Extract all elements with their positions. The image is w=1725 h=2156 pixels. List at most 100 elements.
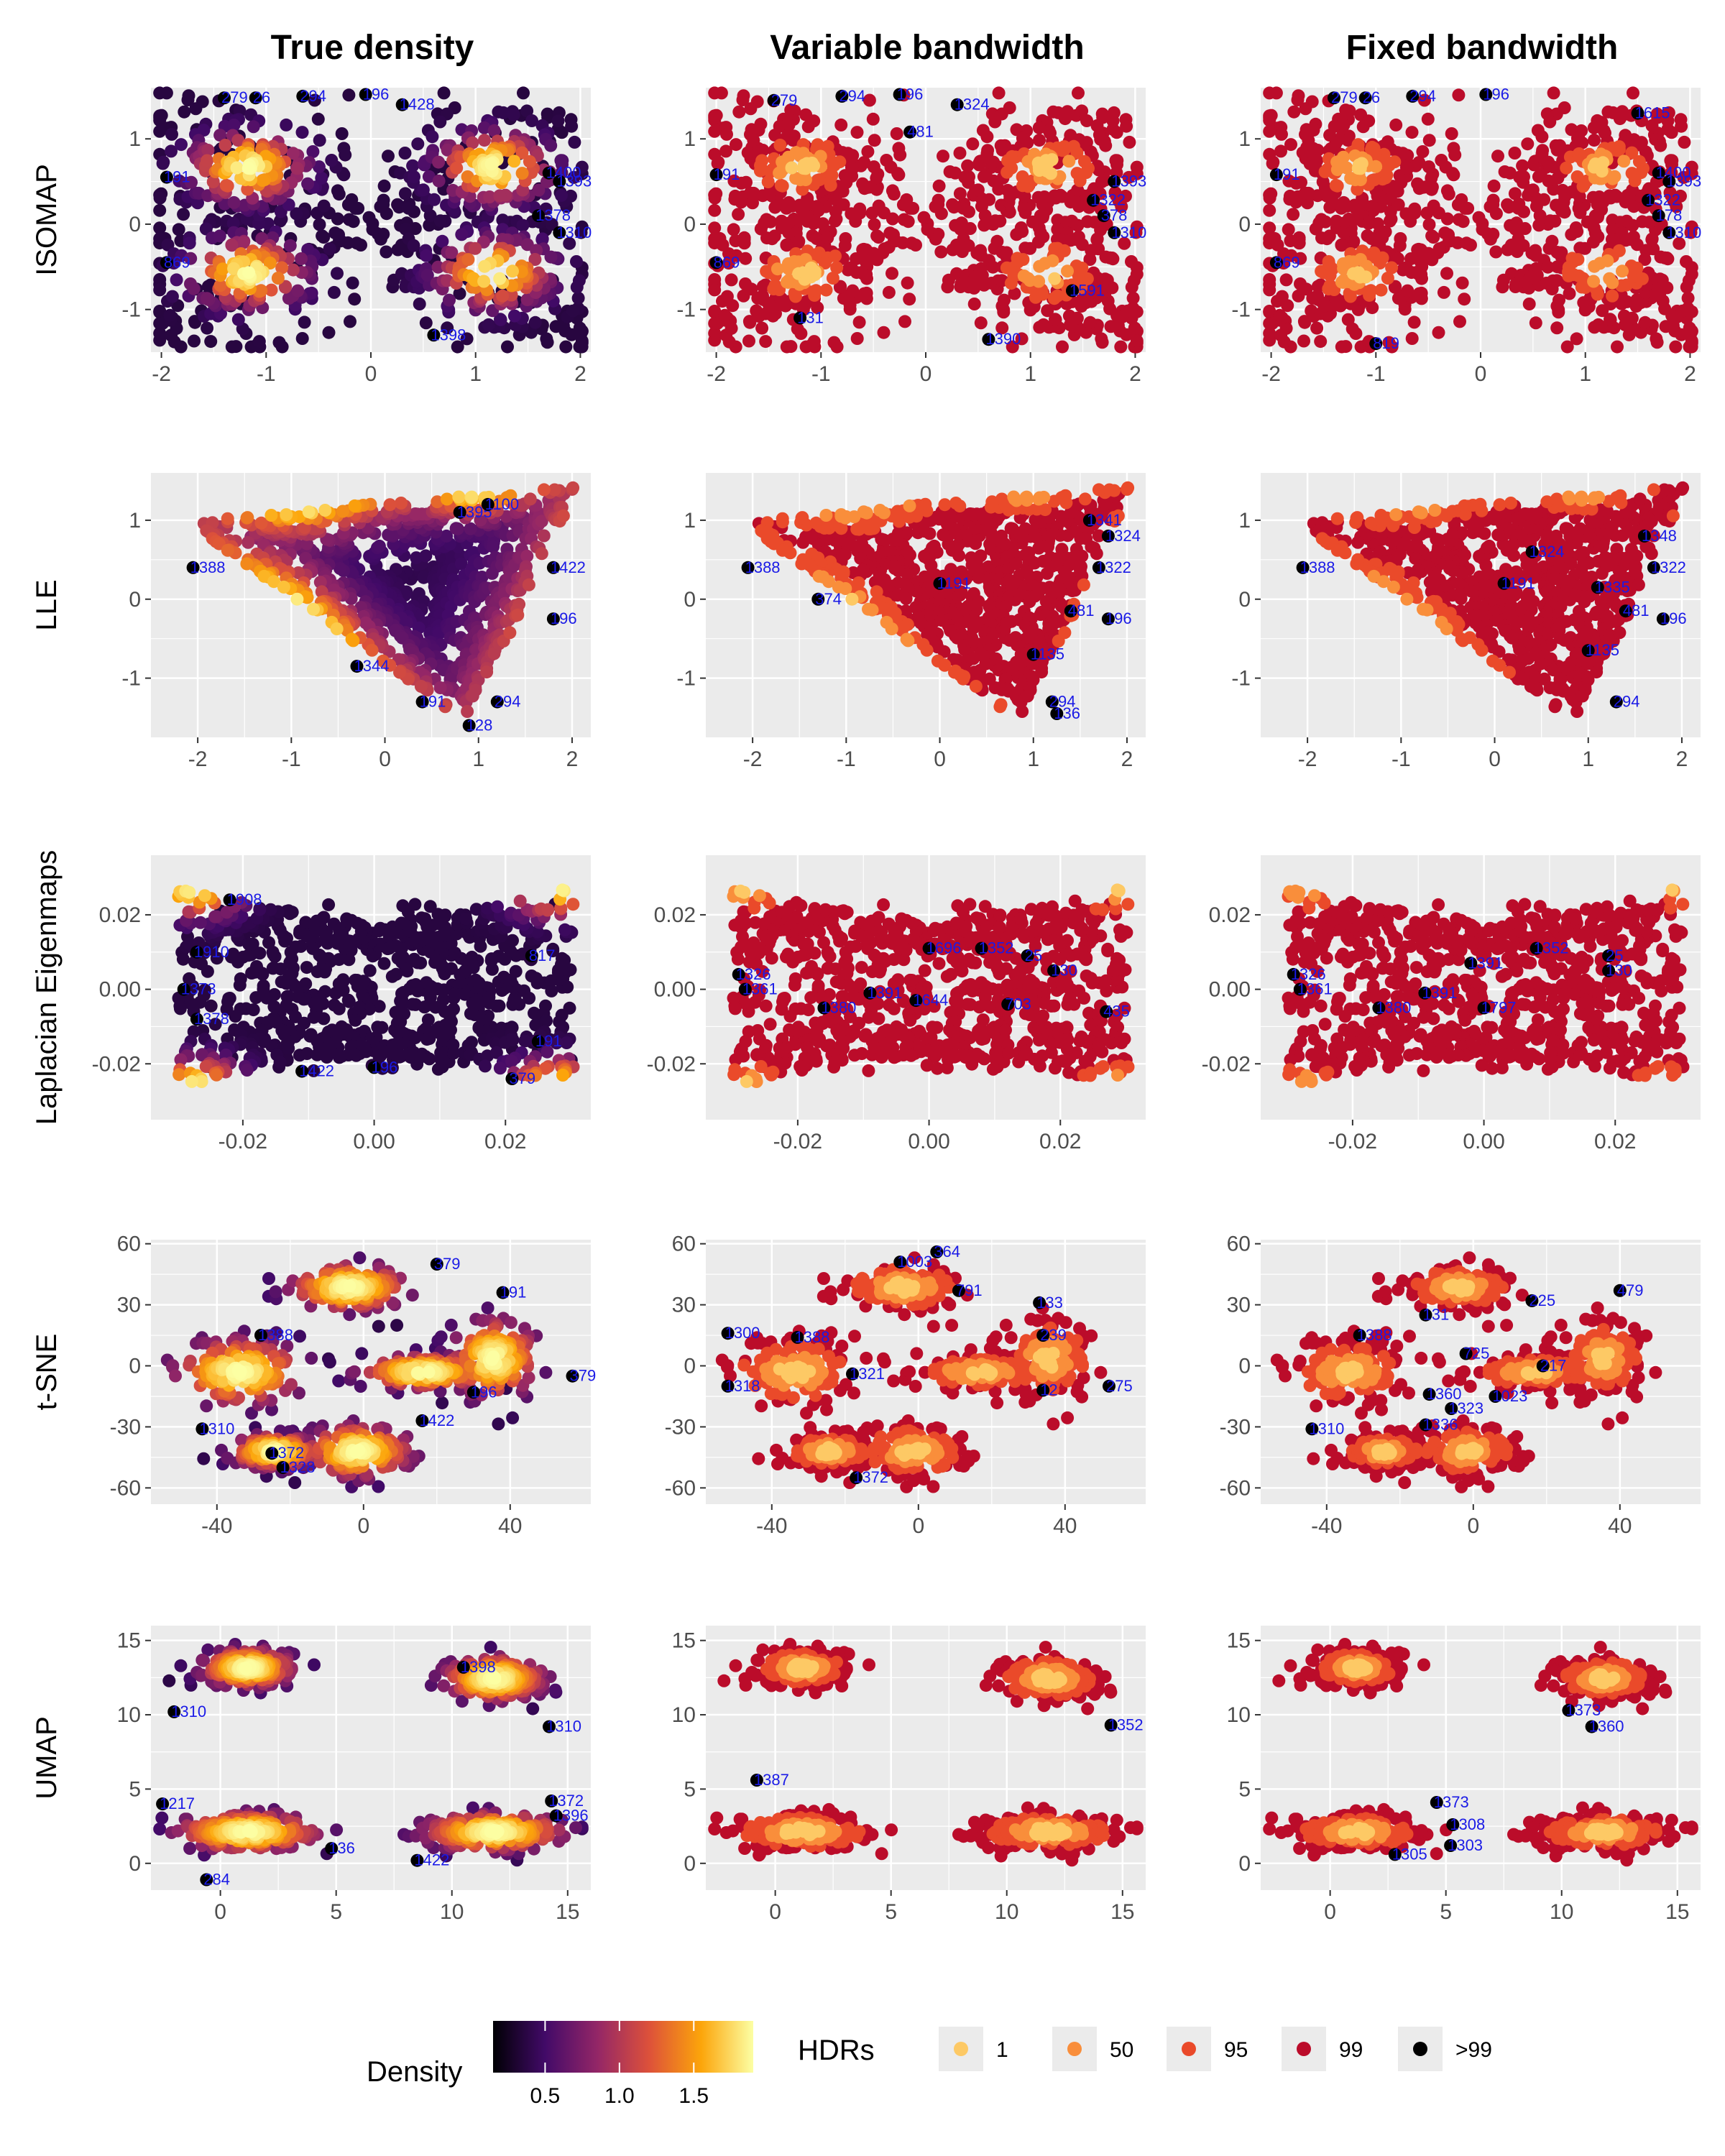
data-point — [365, 643, 379, 657]
data-point — [311, 112, 325, 126]
data-point — [178, 105, 191, 119]
data-point — [286, 263, 300, 277]
data-point — [1263, 86, 1276, 100]
data-point — [1337, 195, 1351, 209]
data-point — [1275, 290, 1289, 303]
data-point — [493, 189, 507, 203]
outlier-label: 1393 — [556, 172, 592, 190]
data-point — [466, 689, 479, 703]
data-point — [477, 275, 491, 288]
data-point — [890, 127, 903, 140]
outlier-point — [359, 88, 372, 101]
data-point — [559, 340, 573, 354]
data-point — [528, 315, 542, 329]
outlier-label: 1591 — [1070, 282, 1105, 300]
outlier-label: 481 — [1068, 602, 1095, 619]
data-point — [189, 102, 203, 116]
x-tick-label: 2 — [566, 747, 579, 771]
data-point — [1616, 108, 1630, 121]
data-point — [1130, 334, 1144, 348]
data-point — [841, 263, 855, 277]
data-point — [482, 318, 495, 331]
data-point — [1263, 191, 1276, 205]
data-point — [1442, 188, 1455, 201]
data-point — [1264, 109, 1278, 122]
data-point — [1512, 201, 1525, 215]
data-point — [1058, 626, 1072, 640]
data-point — [967, 298, 981, 310]
data-point — [1464, 239, 1477, 252]
y-tick-label: 1 — [1238, 127, 1251, 151]
data-point — [873, 504, 887, 517]
data-point — [807, 335, 821, 349]
data-point — [572, 274, 586, 287]
data-point — [957, 201, 970, 215]
data-point — [567, 170, 581, 184]
data-point — [795, 557, 809, 571]
data-point — [1314, 335, 1328, 349]
data-point — [426, 130, 439, 144]
data-point — [1437, 285, 1450, 299]
outlier-label: 26 — [1363, 88, 1380, 106]
data-point — [449, 522, 463, 535]
data-point — [432, 174, 446, 188]
data-point — [420, 269, 434, 282]
data-point — [1400, 162, 1414, 175]
data-point — [1039, 157, 1053, 171]
data-point — [732, 105, 746, 119]
outlier-point — [427, 328, 441, 342]
data-point — [1381, 272, 1394, 285]
y-tick-label: 1 — [129, 509, 141, 533]
data-point — [1016, 705, 1029, 718]
data-point — [204, 335, 218, 349]
data-point — [1625, 167, 1639, 180]
data-point — [1051, 289, 1064, 303]
data-point — [1036, 318, 1050, 331]
data-point — [962, 239, 975, 252]
data-point — [516, 218, 530, 232]
data-point — [380, 245, 393, 259]
data-point — [1542, 174, 1555, 188]
data-point — [1456, 215, 1470, 229]
data-point — [528, 253, 542, 266]
data-point — [1404, 252, 1417, 265]
outlier-label: 191 — [1274, 165, 1300, 183]
data-point — [1329, 178, 1343, 192]
data-point — [242, 162, 255, 175]
data-point — [455, 228, 469, 241]
data-point — [181, 93, 195, 106]
data-point — [898, 315, 911, 328]
data-point — [1015, 332, 1029, 346]
x-tick-label: 2 — [1121, 747, 1133, 771]
column-title-true-density: True density — [271, 29, 474, 67]
data-point — [987, 174, 1000, 188]
data-point — [556, 509, 570, 522]
data-point — [1489, 207, 1503, 221]
data-point — [317, 231, 331, 244]
data-point — [1521, 137, 1535, 151]
data-point — [1099, 139, 1113, 152]
data-point — [566, 304, 579, 318]
data-point — [759, 335, 773, 349]
data-point — [1263, 283, 1276, 297]
data-point — [291, 284, 305, 298]
data-point — [428, 193, 441, 206]
data-point — [517, 86, 530, 100]
x-tick-label: -2 — [707, 362, 726, 386]
outlier-label: 1388 — [190, 558, 226, 576]
y-tick-label: -1 — [1231, 298, 1251, 322]
data-point — [776, 543, 789, 557]
data-point — [377, 193, 390, 207]
data-point — [1284, 138, 1297, 152]
data-point — [318, 504, 332, 517]
outlier-label: 1324 — [1105, 527, 1141, 545]
outlier-label: 1393 — [1666, 172, 1701, 190]
y-tick-label: -1 — [1231, 667, 1251, 691]
data-point — [342, 88, 356, 102]
data-point — [1427, 199, 1440, 213]
data-point — [1322, 229, 1336, 243]
outlier-label: 481 — [907, 123, 934, 141]
data-point — [165, 127, 178, 141]
